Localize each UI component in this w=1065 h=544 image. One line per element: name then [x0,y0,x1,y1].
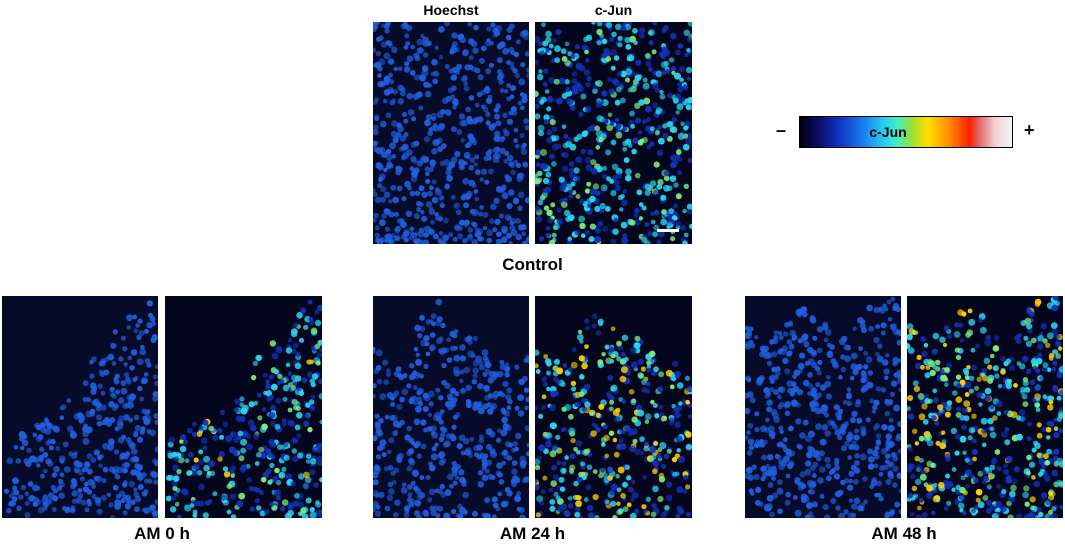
am48-hoechst-image [745,296,901,518]
control-label: Control [502,255,563,274]
scale-bar [657,229,679,232]
am0-hoechst-image [2,296,158,518]
control-hoechst-image [373,22,529,244]
am0-label: AM 0 h [134,524,190,543]
am48-label: AM 48 h [871,524,937,543]
am24-cjun-image [535,296,692,518]
colorbar-label: c-Jun [869,124,907,140]
colorbar-minus: – [776,120,787,140]
colorbar-plus: + [1024,120,1035,140]
control-cjun-image [535,22,692,244]
hoechst-column-label: Hoechst [423,2,479,18]
cjun-colorbar: c-Jun [799,116,1013,148]
am24-hoechst-image [373,296,529,518]
am24-label: AM 24 h [499,524,566,543]
am48-cjun-image [907,296,1063,518]
cjun-column-label: c-Jun [594,2,633,18]
am0-cjun-image [165,296,322,518]
